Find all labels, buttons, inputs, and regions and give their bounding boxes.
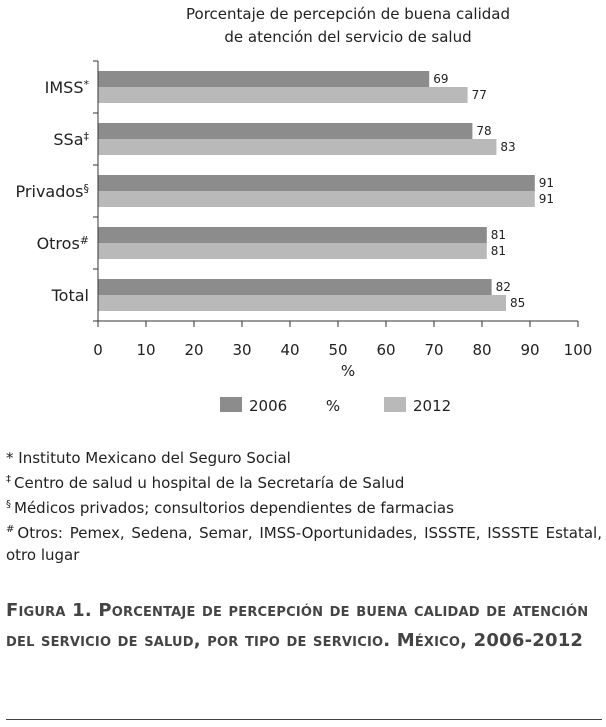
footnote-text: Centro de salud u hospital de la Secreta… (14, 474, 405, 492)
x-tick-label: 90 (520, 341, 539, 359)
data-label: 91 (539, 192, 554, 206)
figure-caption: Figura 1. Porcentaje de percepción de bu… (6, 596, 602, 656)
data-label: 82 (496, 280, 511, 294)
footnote: § Médicos privados; consultorios dependie… (6, 494, 602, 519)
category-label: Otros# (37, 234, 89, 253)
legend-swatch-2012 (384, 397, 406, 412)
data-label: 77 (472, 88, 487, 102)
category-label: Privados§ (16, 182, 89, 201)
legend-swatch-2006 (220, 397, 242, 412)
bar-2006 (98, 71, 430, 87)
x-tick-label: 40 (280, 341, 299, 359)
bar-2012 (98, 87, 468, 103)
bar-chart: Porcentaje de percepción de buena calida… (16, 5, 593, 415)
footnotes: * Instituto Mexicano del Seguro Social ‡… (6, 447, 602, 566)
chart-title-line-1: Porcentaje de percepción de buena calida… (186, 5, 510, 23)
bar-2006 (98, 227, 487, 243)
x-tick-label: 10 (136, 341, 155, 359)
category-label: SSa‡ (53, 130, 89, 149)
legend-label: 2012 (413, 397, 451, 415)
bottom-rule (6, 719, 602, 720)
bar-2006 (98, 279, 492, 295)
bar-2012 (98, 295, 506, 311)
bar-2006 (98, 123, 473, 139)
x-axis-label: % (341, 362, 355, 380)
chart-title-line-2: de atención del servicio de salud (224, 28, 471, 46)
x-tick-label: 20 (184, 341, 203, 359)
bar-2012 (98, 191, 535, 207)
plot-area: 69 77 IMSS* 78 83 SSa‡ 91 91 Privados§ 81 81 Otros#… (16, 60, 593, 359)
footnote: ‡ Centro de salud u hospital de la Secret… (6, 469, 602, 494)
footnote-mark: § (6, 499, 11, 510)
x-tick-label: 70 (424, 341, 443, 359)
footnote: # Otros: Pemex, Sedena, Semar, IMSS-Oport… (6, 519, 602, 566)
x-tick-label: 30 (232, 341, 251, 359)
x-tick-label: 0 (93, 341, 103, 359)
x-tick-label: 60 (376, 341, 395, 359)
legend-label: 2006 (249, 397, 287, 415)
data-label: 85 (510, 296, 525, 310)
footnote-text: Instituto Mexicano del Seguro Social (18, 449, 291, 467)
data-label: 81 (491, 244, 506, 258)
x-tick-label: 50 (328, 341, 347, 359)
footnote: * Instituto Mexicano del Seguro Social (6, 447, 602, 469)
x-tick-label: 80 (472, 341, 491, 359)
footnote-mark: ‡ (6, 474, 11, 485)
footnote-mark: * (6, 449, 14, 467)
footnote-text: Médicos privados; consultorios dependien… (14, 499, 454, 517)
category-label: IMSS* (45, 78, 90, 97)
data-label: 91 (539, 176, 554, 190)
figure-caption-label: Figura 1. (6, 600, 92, 621)
legend: 2006 2012% (220, 397, 451, 415)
data-label: 81 (491, 228, 506, 242)
footnote-mark: # (6, 524, 15, 535)
x-tick-label: 100 (564, 341, 593, 359)
bar-2012 (98, 139, 497, 155)
footnote-text: Otros: Pemex, Sedena, Semar, IMSS-Oportu… (6, 524, 602, 564)
legend-center-label: % (326, 397, 340, 415)
category-label: Total (51, 286, 89, 305)
figure-caption-text: Porcentaje de percepción de buena calida… (6, 600, 589, 651)
data-label: 83 (500, 140, 515, 154)
bar-2006 (98, 175, 535, 191)
data-label: 69 (433, 72, 448, 86)
data-label: 78 (476, 124, 491, 138)
bar-2012 (98, 243, 487, 259)
